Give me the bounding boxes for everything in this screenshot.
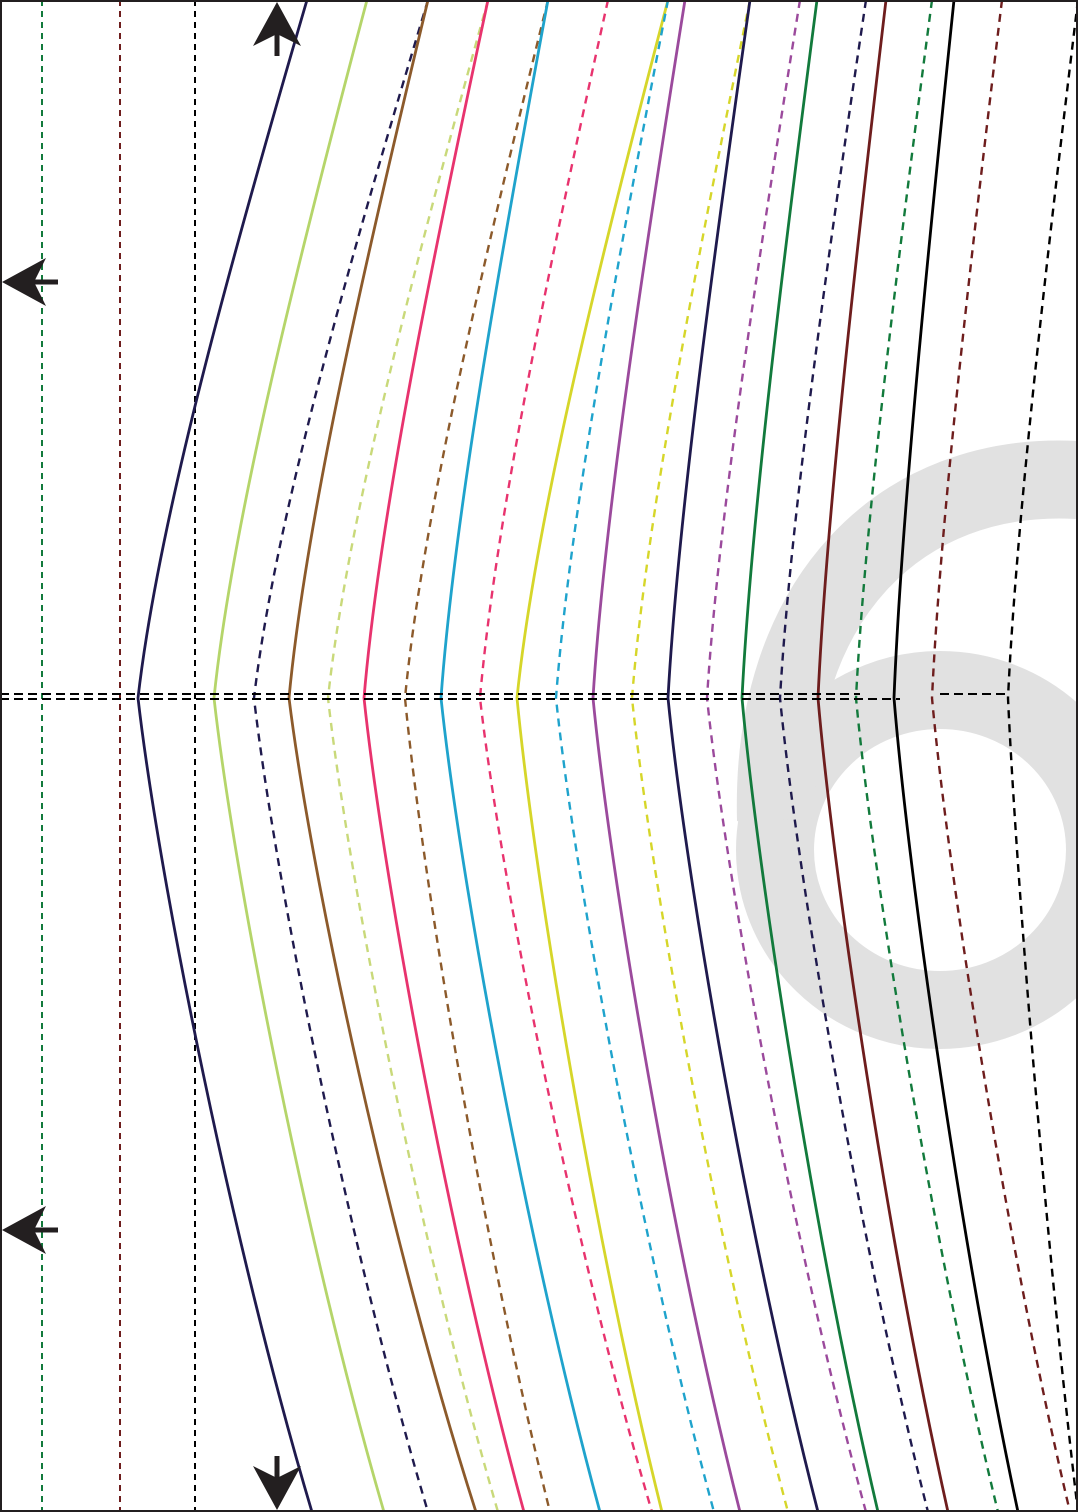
curve-01	[136, 0, 314, 1512]
watermark-six	[736, 440, 1078, 1049]
curve-10	[515, 0, 670, 1512]
direction-arrows	[2, 2, 301, 1510]
horizontal-axis-lines	[0, 693, 1010, 700]
curve-09	[478, 0, 654, 1512]
curve-22	[1006, 0, 1078, 1512]
curve-04	[287, 0, 478, 1512]
down-arrow-icon	[253, 1456, 301, 1510]
curve-17	[778, 0, 930, 1512]
curve-14	[666, 0, 820, 1512]
curve-07	[403, 0, 552, 1512]
curve-21	[930, 0, 1072, 1512]
left-arrow-icon-upper	[2, 258, 58, 306]
curve-20	[892, 0, 1020, 1512]
curve-11	[554, 0, 716, 1512]
left-arrow-icon-lower	[2, 1206, 58, 1254]
curve-13	[630, 0, 790, 1512]
up-arrow-icon	[253, 2, 301, 56]
